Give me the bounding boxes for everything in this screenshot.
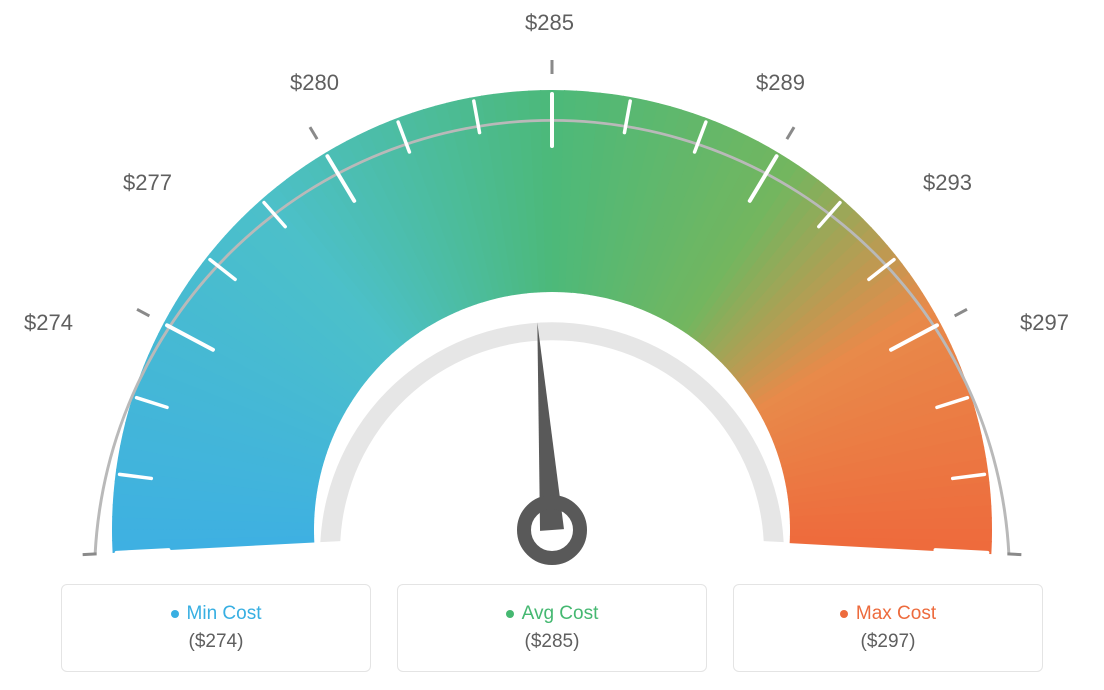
legend-dot-avg	[506, 610, 514, 618]
legend-text-min: Min Cost	[187, 603, 262, 625]
legend-card-max: Max Cost ($297)	[733, 584, 1043, 672]
legend-dot-max	[840, 610, 848, 618]
legend-card-avg: Avg Cost ($285)	[397, 584, 707, 672]
gauge-tick-label: $277	[123, 170, 172, 196]
gauge-chart	[0, 0, 1104, 560]
legend-value-min: ($274)	[189, 631, 244, 653]
legend-text-avg: Avg Cost	[522, 603, 599, 625]
gauge-tick-label: $285	[525, 10, 574, 36]
legend-dot-min	[171, 610, 179, 618]
gauge-tick-label: $297	[1020, 310, 1069, 336]
gauge-tick-label: $289	[756, 70, 805, 96]
legend-label-max: Max Cost	[840, 603, 936, 625]
legend-card-min: Min Cost ($274)	[61, 584, 371, 672]
legend-label-avg: Avg Cost	[506, 603, 599, 625]
legend-row: Min Cost ($274) Avg Cost ($285) Max Cost…	[0, 584, 1104, 672]
legend-label-min: Min Cost	[171, 603, 262, 625]
legend-text-max: Max Cost	[856, 603, 936, 625]
gauge-tick-label: $280	[290, 70, 339, 96]
gauge-svg	[22, 40, 1082, 580]
legend-value-max: ($297)	[861, 631, 916, 653]
legend-value-avg: ($285)	[525, 631, 580, 653]
gauge-tick-label: $293	[923, 170, 972, 196]
gauge-tick-label: $274	[24, 310, 73, 336]
